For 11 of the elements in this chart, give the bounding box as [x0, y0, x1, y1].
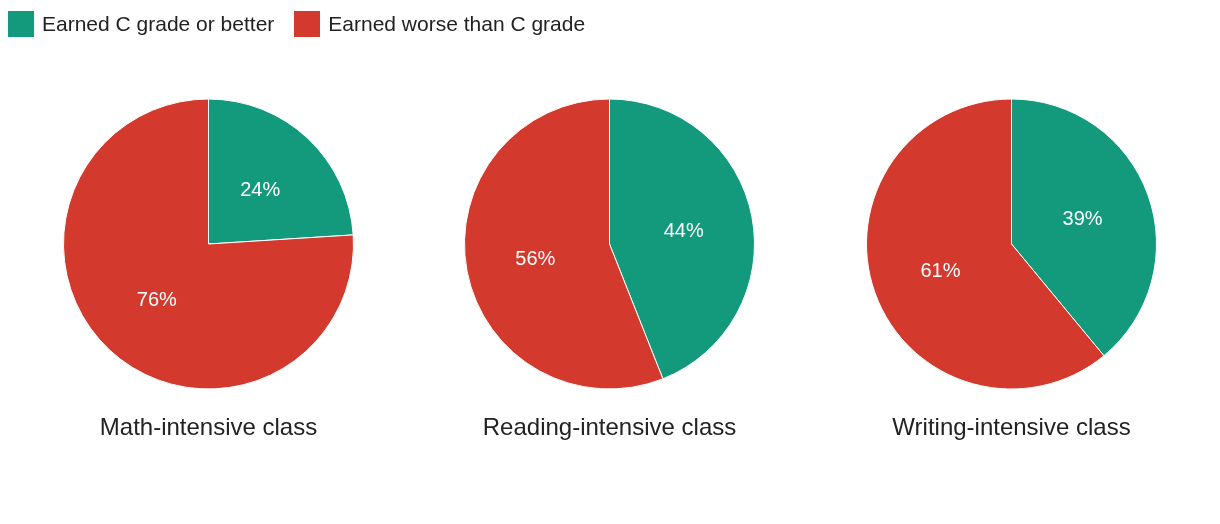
legend-label: Earned worse than C grade [328, 12, 586, 36]
text: Math-intensive class [99, 412, 318, 440]
data-label: 24% [240, 177, 281, 200]
legend-label: Earned C grade or better [42, 12, 275, 36]
text: Writing-intensive class [892, 412, 1131, 440]
data-label: 61% [920, 258, 961, 281]
data-label: 76% [136, 288, 178, 311]
data-label: 56% [515, 247, 556, 270]
data-label: 44% [663, 218, 705, 241]
text: Reading-intensive class [483, 412, 737, 440]
data-label: 39% [1062, 207, 1103, 230]
